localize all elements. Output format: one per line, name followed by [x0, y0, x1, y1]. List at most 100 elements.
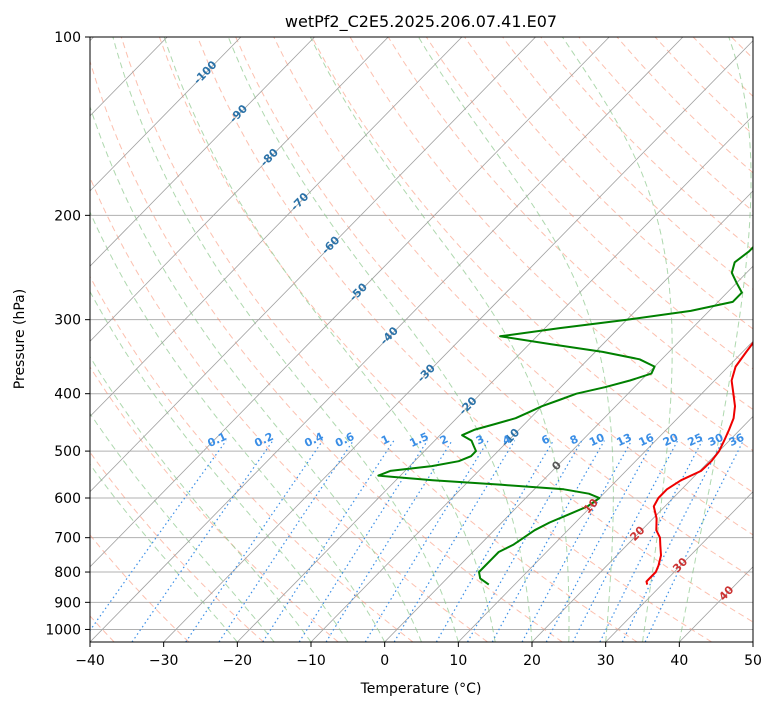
isotherm-line [90, 37, 684, 642]
dry-adiabat [387, 37, 753, 411]
y-tick-label: 300 [54, 313, 81, 329]
isotherm-line [163, 40, 753, 642]
dry-adiabat [90, 59, 563, 642]
isotherm-line [458, 340, 753, 642]
isotherm-line [384, 265, 753, 642]
x-tick-label: 50 [744, 653, 762, 669]
moist-adiabat [561, 37, 673, 642]
dry-adiabat [692, 37, 753, 98]
mixing-ratio-label: 0.2 [252, 430, 275, 450]
y-tick-label: 800 [54, 565, 81, 581]
isotherm-line [90, 37, 389, 342]
y-tick-label: 200 [54, 208, 81, 224]
mixing-ratio-line [262, 440, 395, 642]
isotherm-line [90, 37, 610, 568]
moist-adiabat [678, 37, 752, 642]
mixing-ratio-line [131, 440, 274, 642]
y-tick-label: 100 [54, 30, 81, 46]
y-tick-label: 500 [54, 444, 81, 460]
chart-title: wetPf2_C2E5.2025.206.07.41.E07 [285, 12, 557, 32]
x-tick-label: −40 [75, 653, 105, 669]
y-tick-label: 700 [54, 531, 81, 547]
mixing-ratio-line [185, 440, 324, 642]
mixing-ratio-line [521, 440, 633, 642]
moist-adiabat [90, 210, 386, 642]
dry-adiabat [654, 37, 753, 136]
isotherm-line [605, 491, 753, 642]
isotherm-line [90, 37, 315, 267]
mixing-ratio-label: 1 [379, 432, 391, 447]
mixing-ratio-label: 30 [706, 431, 726, 449]
x-axis-ticks: −40 −30 −20 −10 0 10 20 30 40 50 [75, 642, 762, 669]
y-axis-ticks: 100 200 300 400 500 600 700 800 900 1000 [45, 30, 90, 638]
x-tick-label: 10 [449, 653, 467, 669]
isotherm-line [90, 37, 242, 192]
plot-area: -100-90-80-70-60-50-40-30-20-10010203040… [90, 37, 775, 642]
x-tick-label: −30 [149, 653, 179, 669]
isotherm-label: -90 [227, 102, 250, 126]
dry-adiabat [235, 37, 753, 579]
dry-adiabat [90, 451, 264, 642]
dry-adiabat [197, 37, 753, 623]
mixing-ratio-label: 20 [661, 431, 681, 449]
dry-adiabat [770, 37, 775, 642]
mixing-ratio-label: 36 [727, 431, 747, 449]
isotherm-line [237, 115, 753, 642]
pressure-gridlines [90, 37, 753, 630]
mixing-ratio-label: 16 [637, 431, 657, 449]
mixing-ratio-line [644, 440, 744, 642]
moist-adiabat [227, 37, 533, 642]
dry-adiabat [502, 37, 753, 290]
mixing-ratio-label: 13 [615, 431, 634, 449]
dry-adiabat [90, 534, 190, 642]
mixing-ratio-line [90, 440, 227, 632]
mixing-ratio-line [466, 440, 583, 642]
x-tick-label: 20 [523, 653, 541, 669]
mixing-ratio-label: 25 [686, 431, 705, 449]
dry-adiabat [273, 37, 753, 536]
isotherm-line [90, 37, 536, 493]
y-tick-label: 600 [54, 491, 81, 507]
y-tick-label: 400 [54, 387, 81, 403]
x-axis-label: Temperature (°C) [360, 681, 482, 697]
isotherm-line [90, 37, 463, 418]
mixing-ratio-line [364, 440, 489, 642]
mixing-ratio-lines [90, 440, 744, 642]
mixing-ratio-label: 0.1 [206, 430, 229, 450]
mixing-ratio-label: 1.5 [408, 430, 431, 450]
moist-adiabat [163, 37, 496, 642]
isotherm-label: -80 [258, 146, 281, 170]
isotherm-label: -50 [347, 280, 370, 304]
mixing-ratio-label: 2 [438, 432, 450, 447]
dry-adiabat [349, 37, 753, 452]
mixing-ratio-line [435, 440, 554, 642]
moist-adiabat [90, 290, 349, 642]
dry-adiabat [120, 37, 638, 642]
mixing-ratio-line [599, 440, 703, 642]
x-tick-label: −10 [296, 653, 326, 669]
dry-adiabat [90, 176, 488, 642]
isotherms [90, 37, 753, 642]
mixing-ratio-line [393, 440, 516, 642]
plot-frame [89, 36, 754, 643]
isotherm-line [310, 190, 753, 642]
mixing-ratio-line [218, 440, 354, 642]
sounding-series [377, 245, 753, 586]
mixing-ratio-line [325, 440, 453, 642]
x-tick-label: −20 [223, 653, 253, 669]
mixing-ratio-line [545, 440, 655, 642]
mixing-ratio-label: 0.4 [302, 430, 325, 450]
mixing-ratio-line [491, 440, 605, 642]
dry-adiabat [425, 37, 753, 370]
y-tick-label: 900 [54, 595, 81, 611]
dry-adiabat [311, 37, 753, 493]
x-tick-label: 0 [380, 653, 389, 669]
dewpoint-line [377, 245, 753, 586]
y-tick-label: 1000 [45, 622, 81, 638]
dry-adiabat [616, 37, 753, 174]
moist-adiabat [90, 105, 422, 642]
isotherm-line [531, 415, 753, 642]
moist-adiabat [112, 37, 459, 642]
moist-adiabat [418, 37, 614, 642]
